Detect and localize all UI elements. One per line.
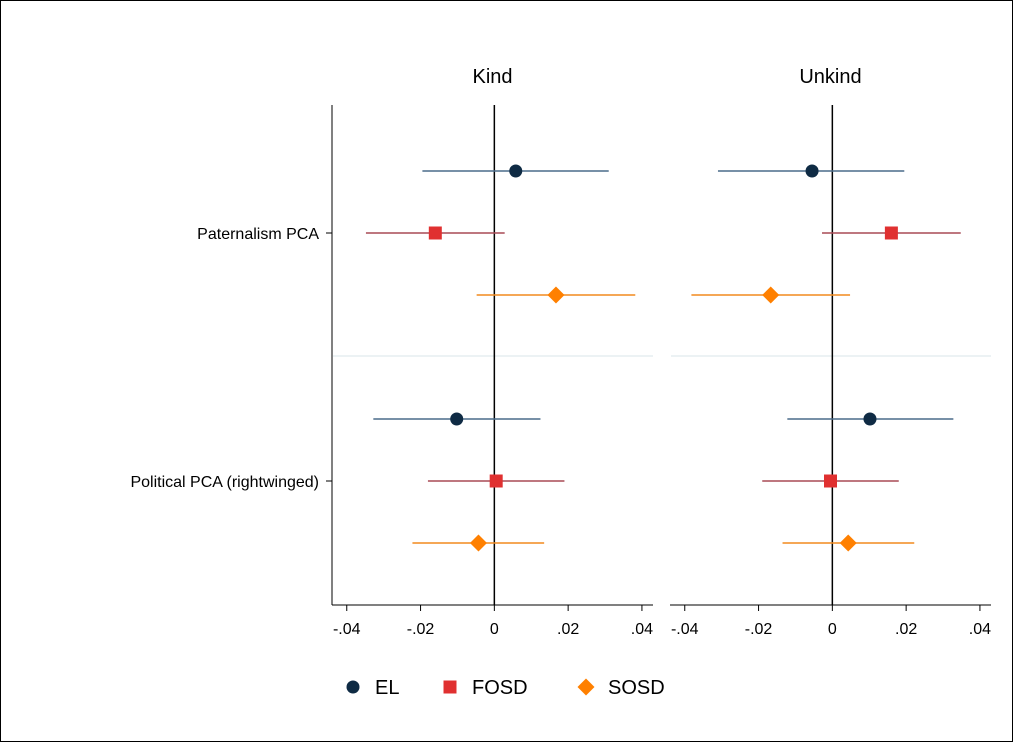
- x-tick-label-unkind: 0: [828, 621, 837, 638]
- el-point-marker: [863, 412, 877, 426]
- x-tick-label-kind: .04: [631, 621, 653, 638]
- axes-layer: [326, 105, 991, 611]
- legend-marker-el: [346, 680, 360, 694]
- panel-title-unkind: Unkind: [799, 66, 861, 88]
- legend-label-el: EL: [375, 677, 399, 699]
- el-point-marker: [805, 164, 819, 178]
- sosd-point-marker: [469, 534, 487, 552]
- el-point-marker: [450, 412, 464, 426]
- marks-layer: [365, 164, 961, 552]
- fosd-point-marker: [884, 226, 898, 240]
- sosd-point-marker: [762, 286, 780, 304]
- legend-label-sosd: SOSD: [608, 677, 665, 699]
- legend-label-fosd: FOSD: [472, 677, 528, 699]
- sosd-point-marker: [547, 286, 565, 304]
- text-layer: -.04 -.02 0 .02 .04 Kind -.04 -.02 0 .02 .04 Unkind…: [130, 66, 991, 638]
- fosd-point-marker: [824, 474, 837, 488]
- y-category-label: Paternalism PCA: [197, 226, 319, 243]
- x-tick-label-unkind: -.04: [671, 621, 699, 638]
- legend: EL FOSD SOSD: [346, 677, 665, 699]
- legend-marker-sosd: [577, 678, 595, 696]
- x-tick-label-kind: 0: [490, 621, 499, 638]
- el-point-marker: [509, 164, 523, 178]
- x-tick-label-unkind: -.02: [745, 621, 773, 638]
- legend-marker-fosd: [443, 680, 457, 694]
- panel-title-kind: Kind: [472, 66, 512, 88]
- x-tick-label-kind: -.02: [407, 621, 435, 638]
- fosd-point-marker: [489, 474, 503, 488]
- x-tick-label-kind: .02: [557, 621, 579, 638]
- x-tick-label-unkind: .02: [895, 621, 917, 638]
- y-category-label: Political PCA (rightwinged): [130, 474, 319, 491]
- x-tick-label-kind: -.04: [333, 621, 361, 638]
- fosd-point-marker: [428, 226, 442, 240]
- sosd-point-marker: [839, 534, 857, 552]
- x-tick-label-unkind: .04: [969, 621, 991, 638]
